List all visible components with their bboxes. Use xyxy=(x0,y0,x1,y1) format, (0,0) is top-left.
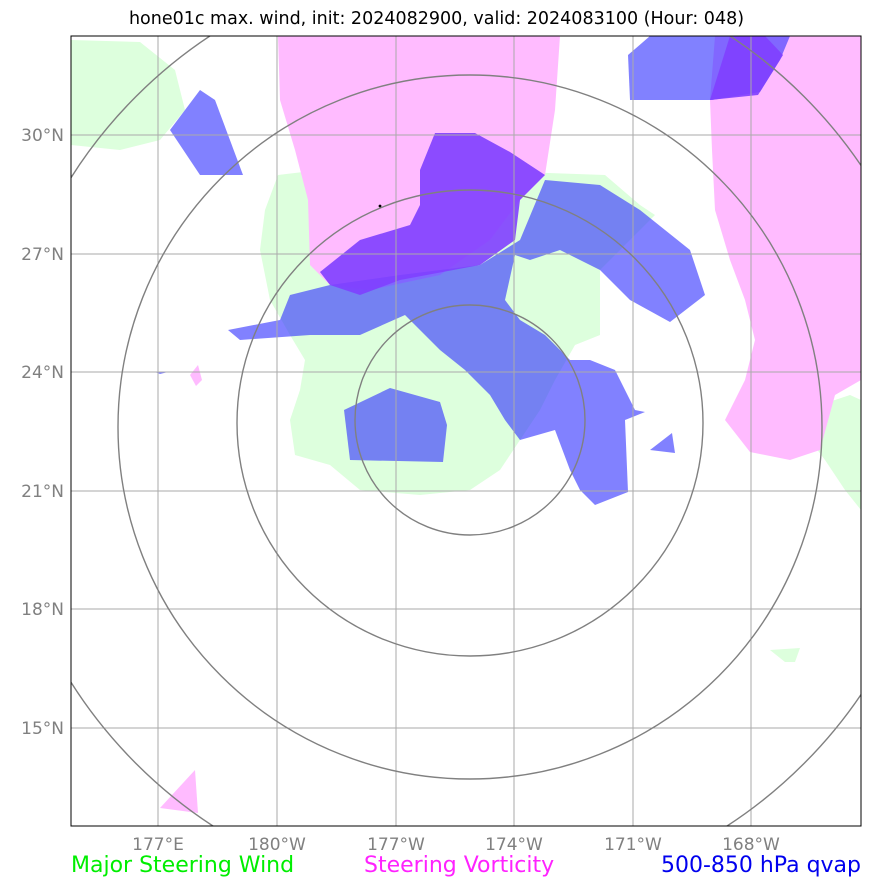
lat-label: 30°N xyxy=(21,126,64,146)
lat-labels: 30°N 27°N 24°N 21°N 18°N 15°N xyxy=(21,126,64,739)
lon-labels: 177°E 180°W 177°W 174°W 171°W 168°W xyxy=(132,835,780,855)
lat-label: 21°N xyxy=(21,482,64,502)
storm-center-marker xyxy=(378,204,382,208)
lat-label: 18°N xyxy=(21,600,64,620)
graticule xyxy=(71,36,861,826)
lon-label: 177°W xyxy=(367,835,425,855)
legend-steering-wind: Major Steering Wind xyxy=(71,853,295,878)
legend-qvap: 500-850 hPa qvap xyxy=(660,853,861,878)
lon-label: 174°W xyxy=(485,835,543,855)
lat-label: 24°N xyxy=(21,363,64,383)
lon-label: 168°W xyxy=(722,835,780,855)
lon-label: 171°W xyxy=(604,835,662,855)
map-frame xyxy=(70,35,862,827)
lon-label: 177°E xyxy=(132,835,184,855)
map-title: hone01c max. wind, init: 2024082900, val… xyxy=(128,9,745,29)
lon-label: 180°W xyxy=(248,835,306,855)
lat-label: 27°N xyxy=(21,245,64,265)
legend-steering-vorticity: Steering Vorticity xyxy=(364,853,555,878)
lat-label: 15°N xyxy=(21,719,64,739)
